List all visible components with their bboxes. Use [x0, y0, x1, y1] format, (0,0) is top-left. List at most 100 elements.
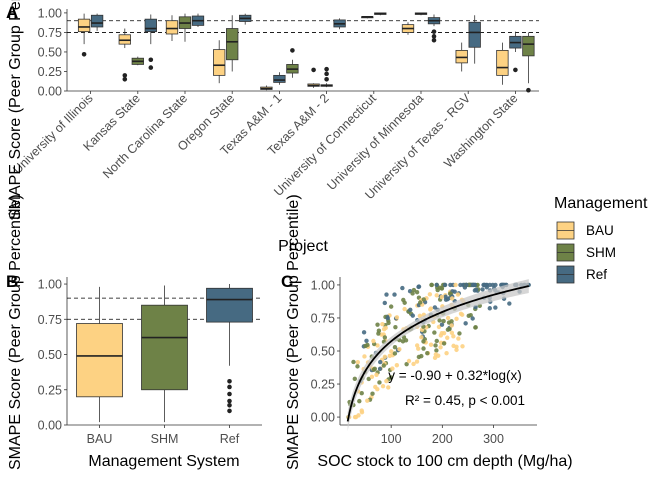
panel-a-box-bau	[455, 42, 468, 72]
panel-a-ylabel: SMAPE Score (Peer Group Percentile)	[7, 0, 24, 220]
scatter-point-shm	[355, 364, 360, 369]
scatter-point-ref	[507, 301, 512, 306]
panel-c-fit-ribbon	[347, 279, 529, 431]
panel-a-box-ref	[239, 13, 252, 25]
scatter-point-bau	[432, 355, 438, 361]
scatter-point-ref	[361, 330, 367, 335]
scatter-point-bau	[397, 347, 402, 352]
scatter-point-ref	[434, 282, 439, 288]
panel-a-box-ref	[144, 14, 157, 70]
scatter-point-bau	[384, 378, 389, 384]
panel-a-box-shm	[522, 32, 535, 93]
panel-a-y-tick-label: 0.75	[38, 26, 62, 40]
scatter-point-shm	[402, 300, 407, 305]
scatter-point-ref	[442, 282, 448, 288]
panel-b-x-tick-label: SHM	[151, 432, 179, 446]
panel-a-box-shm	[320, 66, 333, 88]
scatter-point-shm	[437, 285, 443, 290]
scatter-point-bau	[428, 306, 434, 311]
scatter-point-bau	[389, 349, 394, 354]
scatter-point-ref	[487, 306, 492, 311]
scatter-point-ref	[385, 315, 390, 321]
scatter-point-bau	[355, 360, 361, 365]
panel-c-ylabel: SMAPE Score (Peer Group Percentile)	[285, 194, 302, 470]
panel-c-equation: y = -0.90 + 0.32*log(x)	[388, 368, 522, 383]
panel-a-box-bau	[165, 15, 179, 42]
panel-c-fit-line	[346, 285, 530, 422]
scatter-point-bau	[402, 306, 407, 312]
scatter-point-shm	[414, 289, 420, 295]
scatter-point-bau	[436, 324, 442, 330]
panel-b-y-tick-label: 0.50	[38, 348, 62, 362]
panel-a-box-ref	[191, 13, 205, 27]
panel-c-scatter: 0.00 0.25 0.50 0.75 1.00 100 200 300	[311, 277, 537, 446]
scatter-point-bau	[362, 354, 367, 359]
scatter-point-shm	[441, 341, 447, 346]
scatter-point-shm	[403, 338, 409, 343]
scatter-point-shm	[365, 342, 370, 348]
panel-b-box-shm	[141, 285, 188, 423]
scatter-point-shm	[410, 291, 415, 296]
panel-b-tag: B	[6, 272, 18, 291]
scatter-point-shm	[411, 287, 417, 293]
scatter-point-ref	[408, 307, 413, 312]
scatter-point-bau	[444, 350, 449, 356]
scatter-point-shm	[429, 282, 434, 288]
scatter-point-bau	[369, 374, 375, 380]
legend-label-ref: Ref	[586, 267, 607, 282]
panel-c-xlabel: SOC stock to 100 cm depth (Mg/ha)	[317, 453, 572, 470]
scatter-point-shm	[352, 376, 358, 382]
scatter-point-shm	[351, 359, 356, 365]
scatter-point-ref	[473, 287, 479, 292]
scatter-point-bau	[455, 292, 461, 297]
scatter-point-bau	[449, 323, 454, 328]
scatter-point-bau	[449, 330, 455, 336]
scatter-point-ref	[377, 366, 383, 372]
scatter-point-shm	[457, 331, 462, 336]
scatter-point-bau	[380, 384, 386, 389]
scatter-point-ref	[439, 322, 445, 327]
panel-b-y-tick-label: 1.00	[38, 278, 62, 292]
scatter-point-bau	[427, 292, 433, 297]
scatter-point-ref	[493, 305, 498, 310]
scatter-point-shm	[421, 297, 426, 302]
scatter-point-bau	[456, 336, 461, 341]
scatter-point-ref	[470, 316, 475, 321]
scatter-point-shm	[382, 335, 388, 340]
scatter-point-shm	[437, 318, 442, 323]
box-iqr-shm	[141, 304, 188, 391]
scatter-point-ref	[416, 284, 422, 289]
box-iqr-shm	[522, 35, 535, 57]
scatter-point-bau	[458, 311, 464, 316]
scatter-point-shm	[393, 324, 398, 330]
scatter-point-bau	[394, 363, 400, 368]
scatter-point-bau	[416, 346, 421, 351]
box-iqr-ref	[90, 14, 104, 28]
scatter-point-bau	[375, 343, 380, 348]
box-outlier	[431, 34, 437, 39]
scatter-point-bau	[406, 358, 412, 364]
panel-c-y-tick-label: 0.00	[311, 411, 335, 425]
scatter-point-ref	[463, 321, 468, 326]
box-iqr-shm	[226, 28, 239, 61]
scatter-point-shm	[473, 325, 478, 330]
scatter-point-shm	[366, 376, 371, 382]
scatter-point-bau	[454, 316, 459, 322]
box-outlier	[324, 76, 329, 82]
box-iqr-ref	[206, 287, 253, 323]
panel-c-x-tick-label: 200	[432, 432, 453, 446]
panel-c-y-tick-label: 1.00	[311, 278, 335, 292]
scatter-point-bau	[383, 325, 388, 331]
scatter-point-bau	[453, 282, 458, 288]
scatter-point-bau	[445, 315, 451, 321]
panel-a-box-ref	[468, 15, 481, 64]
scatter-point-ref	[384, 292, 389, 297]
panel-b-x-tick-label: Ref	[220, 432, 240, 446]
scatter-point-bau	[359, 408, 364, 413]
scatter-point-shm	[466, 313, 471, 319]
panel-a-xlabel: Project	[278, 238, 328, 255]
scatter-point-ref	[480, 287, 485, 292]
panel-b-xlabel: Management System	[88, 453, 239, 470]
panel-a-box-ref	[90, 13, 104, 31]
